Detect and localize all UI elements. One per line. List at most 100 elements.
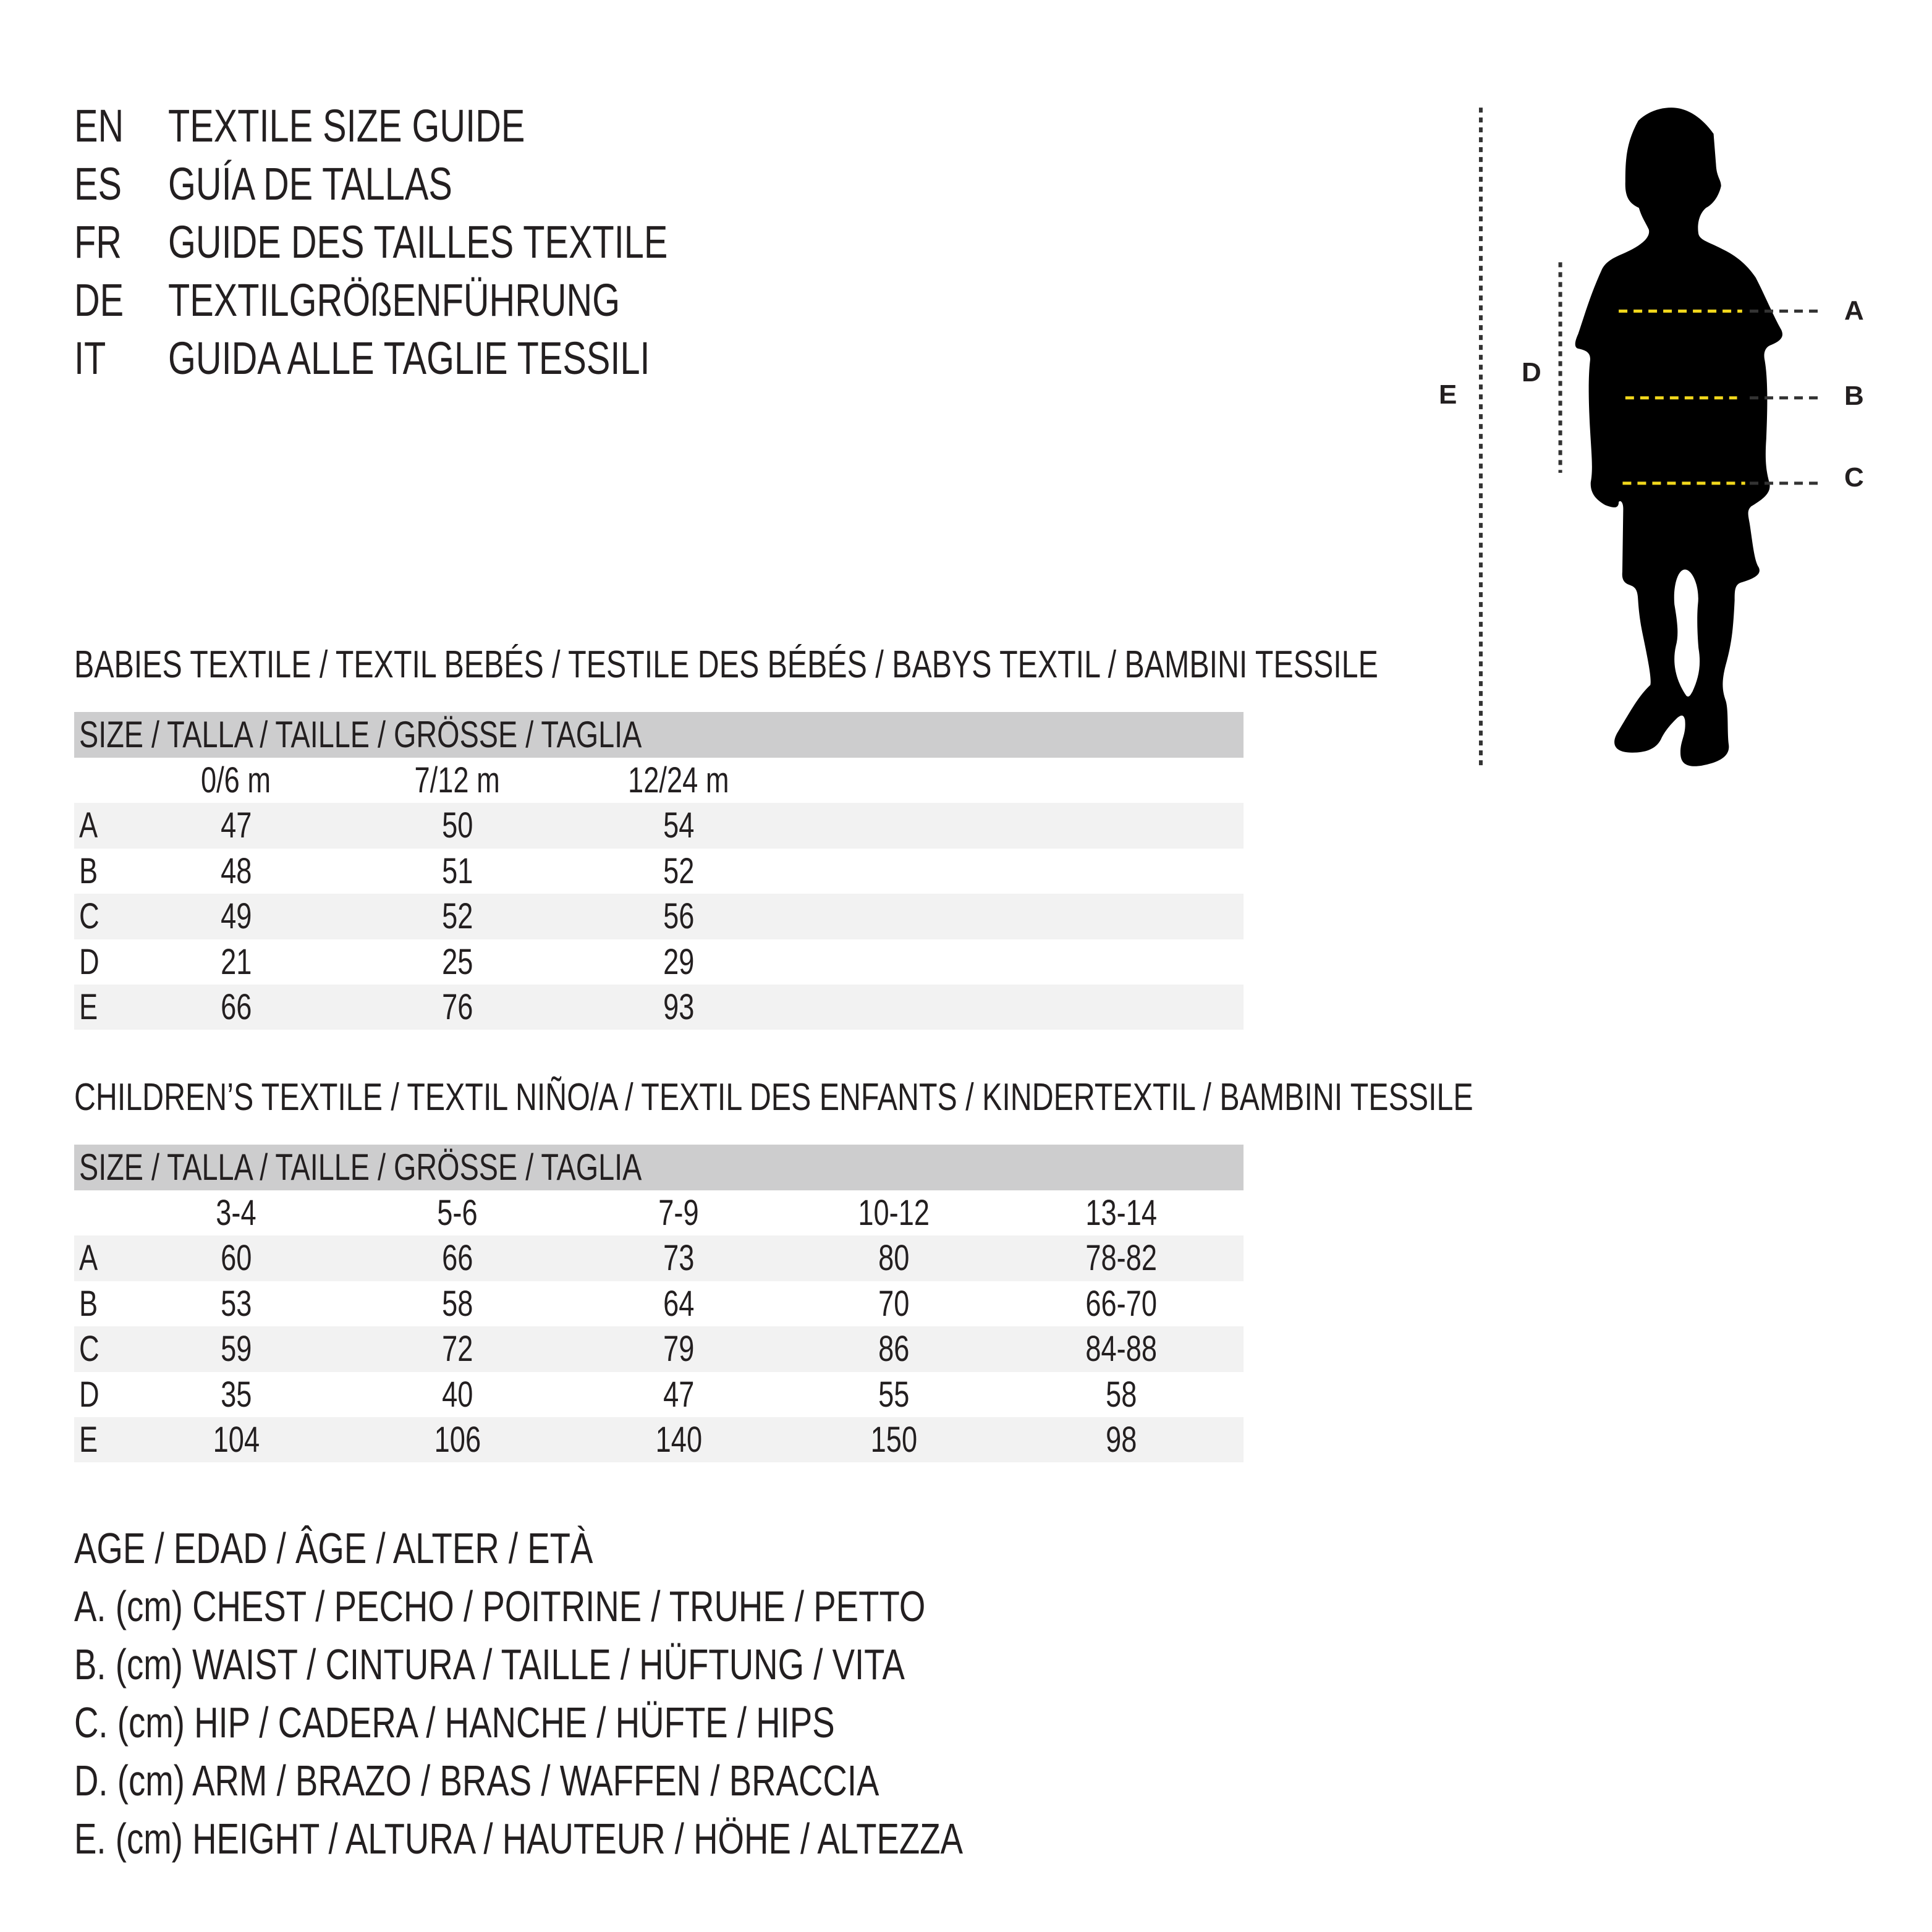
table-cell: 56 [555,894,802,939]
table-cell: 64 [555,1281,802,1326]
table-cell-text: 35 [220,1374,252,1415]
table-row: C 59 72 79 86 84-88 [74,1326,1245,1372]
table-row: B 53 58 64 70 66-70 [74,1281,1244,1326]
title-text: TEXTILE SIZE GUIDE [168,97,625,155]
table-cell: 49 [112,894,360,939]
table-cell: 70 [770,1281,1017,1326]
child-silhouette-icon [1575,108,1782,766]
table-cell-text: 66-70 [1085,1283,1157,1324]
legend-line: A. (cm) CHEST / PECHO / POITRINE / TRUHE… [74,1582,1166,1631]
table-row: A 47 50 54 [74,803,1244,849]
label-b: B [1844,381,1864,411]
column-header-row: 3-4 5-6 7-9 10-12 13-14 [74,1190,1244,1235]
row-label: A [79,803,103,848]
table-cell-text: 73 [663,1238,695,1279]
language-code-text: IT [74,333,106,384]
size-header: SIZE / TALLA / TAILLE / GRÖSSE / TAGLIA [74,1145,1244,1190]
column-header: 13-14 [998,1190,1245,1235]
column-header-row: 0/6 m 7/12 m 12/24 m [74,758,1244,803]
table-cell: 50 [334,803,581,848]
table-cell-text: 150 [870,1419,917,1460]
row-label: E [79,1417,103,1462]
table-cell: 84-88 [998,1326,1245,1371]
legend-line-text: A. (cm) CHEST / PECHO / POITRINE / TRUHE… [74,1582,926,1630]
column-header-text: 3-4 [216,1193,256,1233]
table-cell: 93 [555,985,802,1030]
children-heading: CHILDREN’S TEXTILE / TEXTIL NIÑO/A / TEX… [74,1076,1473,1119]
table-row: C 49 52 56 [74,894,1244,939]
children-size-table: SIZE / TALLA / TAILLE / GRÖSSE / TAGLIA 3… [74,1145,1245,1463]
table-cell-text: 59 [220,1329,252,1370]
table-cell-text: 140 [655,1419,702,1460]
table-cell-text: 49 [220,896,252,937]
column-header: 7-9 [555,1190,802,1235]
table-cell-text: 21 [220,941,252,982]
table-cell: 54 [555,803,802,848]
table-cell: 106 [334,1417,581,1462]
table-cell: 60 [112,1235,360,1281]
table-cell: 80 [770,1235,1017,1281]
table-cell: 76 [334,985,581,1030]
table-cell-text: 53 [220,1283,252,1324]
table-row: A 60 66 73 80 78-82 [74,1235,1244,1281]
table-cell-text: 29 [663,941,695,982]
table-cell-text: 106 [434,1419,481,1460]
table-cell: 59 [112,1326,360,1371]
row-label-text: C [79,896,100,937]
language-code: EN [74,97,138,155]
table-row: D 35 40 47 55 58 [74,1372,1244,1417]
size-header-text: SIZE / TALLA / TAILLE / GRÖSSE / TAGLIA [79,1146,642,1188]
row-label: D [79,1372,105,1417]
table-cell: 52 [334,894,581,939]
row-label-text: E [79,986,98,1027]
table-cell: 140 [555,1417,802,1462]
row-label-text: D [79,1374,100,1415]
table-cell-text: 79 [663,1329,695,1370]
legend-line-text: B. (cm) WAIST / CINTURA / TAILLE / HÜFTU… [74,1640,905,1688]
table-cell-text: 52 [663,850,695,891]
label-c: C [1844,462,1864,493]
table-cell: 104 [112,1417,360,1462]
table-cell-text: 48 [220,850,252,891]
row-label-text: E [79,1419,98,1460]
title-text: GUIDE DES TAILLES TEXTILE [168,213,808,271]
table-cell-text: 72 [441,1329,473,1370]
row-label: C [79,1326,105,1371]
legend-line: B. (cm) WAIST / CINTURA / TAILLE / HÜFTU… [74,1640,1139,1689]
table-row: E 104 106 140 150 98 [74,1417,1244,1463]
table-row: E 66 76 93 [74,984,1244,1030]
table-cell-text: 98 [1105,1419,1137,1460]
table-row: D 21 25 29 [74,939,1244,985]
table-cell-text: 76 [441,986,473,1027]
table-cell-text: 58 [1105,1374,1137,1415]
row-label-text: B [79,850,98,891]
legend-line: E. (cm) HEIGHT / ALTURA / HAUTEUR / HÖHE… [74,1814,1214,1863]
row-label: A [79,1235,103,1281]
size-header-text: SIZE / TALLA / TAILLE / GRÖSSE / TAGLIA [79,714,642,755]
language-code: ES [74,155,135,213]
row-label: B [79,849,103,894]
table-cell-text: 86 [878,1329,910,1370]
table-cell: 55 [770,1372,1017,1417]
table-cell-text: 52 [441,896,473,937]
legend-line: D. (cm) ARM / BRAZO / BRAS / WAFFEN / BR… [74,1756,1106,1805]
table-cell-text: 56 [663,896,695,937]
legend-line-text: AGE / EDAD / ÂGE / ALTER / ETÀ [74,1524,593,1572]
column-header: 12/24 m [555,758,802,803]
row-label-text: A [79,805,98,846]
table-cell-text: 66 [441,1238,473,1279]
column-header-text: 7/12 m [414,760,501,800]
table-cell-text: 80 [878,1238,910,1279]
table-cell: 25 [334,939,581,985]
table-cell: 150 [770,1417,1017,1462]
title-text: GUÍA DE TALLAS [168,155,533,213]
table-cell-text: 40 [441,1374,473,1415]
table-cell-text: 60 [220,1238,252,1279]
legend-line-text: E. (cm) HEIGHT / ALTURA / HAUTEUR / HÖHE… [74,1815,964,1863]
table-cell: 40 [334,1372,581,1417]
table-cell: 79 [555,1326,802,1371]
column-header-text: 5-6 [437,1193,478,1233]
table-cell-text: 104 [213,1419,260,1460]
language-code-text: FR [74,216,122,268]
figure-diagram [1421,99,1891,766]
